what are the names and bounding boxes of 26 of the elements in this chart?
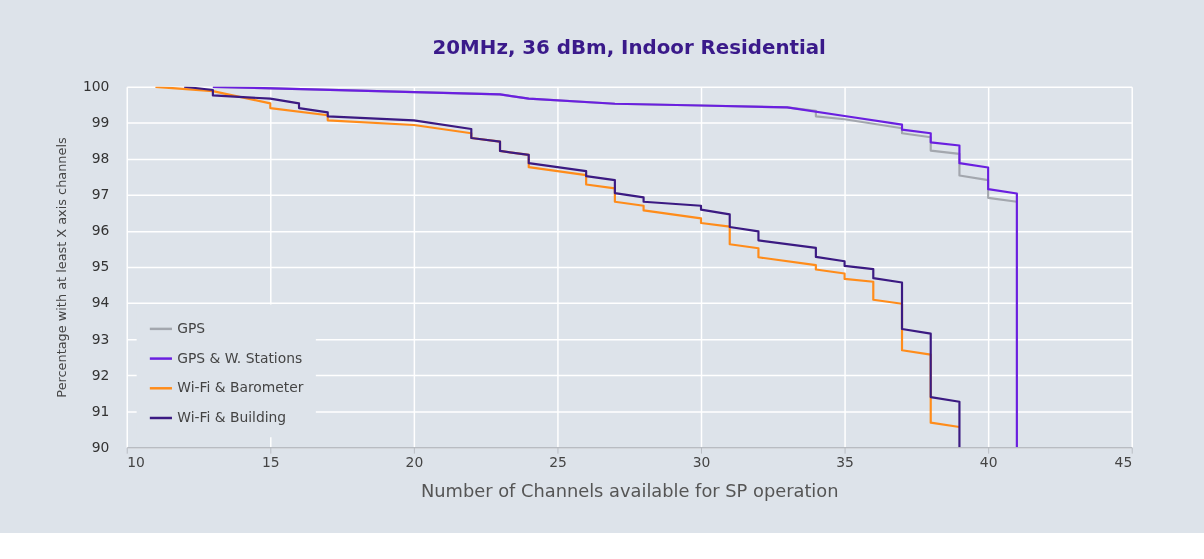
y-tick-label: 98 xyxy=(91,150,110,167)
y-tick-label: 91 xyxy=(91,402,110,419)
y-tick-label: 94 xyxy=(91,294,110,311)
legend-label: GPS & W. Stations xyxy=(177,349,303,366)
y-tick-label: 90 xyxy=(91,438,110,455)
y-tick-label: 93 xyxy=(91,330,110,347)
x-tick-label: 15 xyxy=(261,453,280,470)
x-tick-label: 10 xyxy=(127,453,145,470)
x-tick-label: 25 xyxy=(549,453,567,470)
legend-label: Wi-Fi & Building xyxy=(177,408,287,425)
y-tick-label: 97 xyxy=(91,186,110,203)
x-tick-label: 45 xyxy=(1114,453,1133,470)
legend-label: Wi-Fi & Barometer xyxy=(177,379,304,396)
y-tick-label: 99 xyxy=(91,114,110,131)
y-tick-label: 96 xyxy=(91,222,110,239)
x-tick-label: 35 xyxy=(836,453,854,470)
y-tick-label: 100 xyxy=(82,78,110,95)
x-tick-label: 20 xyxy=(405,453,424,470)
chart-title: 20MHz, 36 dBm, Indoor Residential xyxy=(432,36,826,60)
legend-label: GPS xyxy=(177,319,206,336)
x-axis-title: Number of Channels available for SP operation xyxy=(420,480,839,502)
y-tick-label: 92 xyxy=(91,366,110,383)
x-tick-label: 40 xyxy=(979,453,998,470)
y-tick-label: 95 xyxy=(91,258,110,275)
y-axis-title: Percentage with at least X axis channels xyxy=(54,137,70,398)
x-tick-label: 30 xyxy=(692,453,711,470)
